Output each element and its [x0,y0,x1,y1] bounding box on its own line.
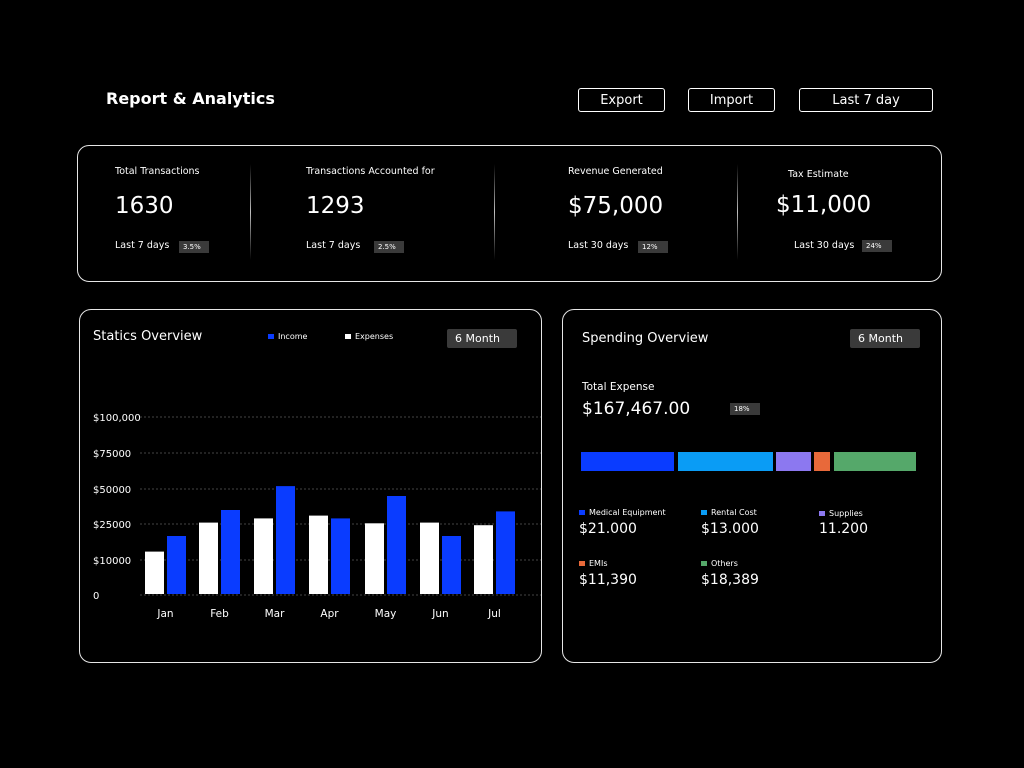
category-value: $18,389 [701,572,759,588]
stat-period: Last 7 days [306,240,361,251]
expenses-bar [145,551,164,594]
stats-panel: Total Transactions 1630 Last 7 days 3.5%… [77,145,942,282]
stat-divider [494,164,495,260]
x-tick-label: Feb [210,608,229,620]
legend-label: Expenses [355,332,394,341]
legend-label: Income [278,332,308,341]
stat-value: $11,000 [776,192,872,218]
stat-badge: 3.5% [179,241,209,253]
income-bar [167,536,186,594]
expenses-bar [474,525,493,594]
legend-swatch [268,334,274,339]
category-emis: EMIs [579,559,607,568]
legend-income: Income [268,332,307,341]
y-tick-label: $75000 [93,449,131,460]
stat-period: Last 7 days [115,240,170,251]
x-tick-label: Jul [487,608,501,620]
category-label: EMIs [589,559,608,568]
legend-swatch [579,510,585,515]
category-value: 11.200 [819,521,868,537]
legend-swatch [701,510,707,515]
y-tick-label: $50000 [93,485,131,496]
page-title: Report & Analytics [106,89,275,108]
stat-value: 1293 [306,193,365,219]
category-medical: Medical Equipment [579,508,666,517]
category-label: Supplies [829,509,863,518]
category-supplies: Supplies [819,509,863,518]
import-button[interactable]: Import [688,88,775,112]
expenses-bar [199,522,218,594]
x-tick-label: Apr [320,608,339,620]
expenses-bar [254,518,273,594]
spending-overview-panel: Spending Overview 6 Month Total Expense … [562,309,942,663]
spending-segment-medical [581,452,674,471]
stat-value: $75,000 [568,193,664,219]
spending-segment-others [834,452,916,471]
stat-divider [250,164,251,260]
x-tick-label: Jan [156,608,173,620]
total-expense-label: Total Expense [582,381,655,393]
y-tick-label: 0 [93,591,99,602]
stat-badge: 12% [638,241,668,253]
period-dropdown[interactable]: 6 Month [447,329,517,348]
stat-badge: 2.5% [374,241,404,253]
legend-swatch [579,561,585,566]
stat-label: Tax Estimate [788,169,849,180]
spending-segment-rental [678,452,773,471]
y-tick-label: $25000 [93,520,131,531]
category-label: Medical Equipment [589,508,666,517]
income-bar [221,510,240,594]
category-value: $21.000 [579,521,637,537]
stat-label: Revenue Generated [568,166,663,177]
statics-overview-panel: Statics Overview Income Expenses 6 Month [79,309,542,663]
category-label: Rental Cost [711,508,757,517]
income-bar [387,496,406,594]
stat-label: Transactions Accounted for [306,166,435,177]
statics-bar-chart: 0 $10000 $25000 $50000 $75000 $100,000 Jan Feb M… [93,413,541,620]
expenses-bar [420,522,439,594]
y-tick-label: $100,000 [93,413,141,424]
spending-segment-emis [814,452,830,471]
expenses-bar [365,523,384,594]
stat-period: Last 30 days [794,240,855,251]
income-bar [442,536,461,594]
panel-title: Statics Overview [93,329,203,344]
x-tick-label: Jun [431,608,448,620]
legend-expenses: Expenses [345,332,393,341]
income-bar [496,511,515,594]
period-dropdown[interactable]: 6 Month [850,329,920,348]
stat-value: 1630 [115,193,174,219]
income-bar [276,486,295,594]
legend-swatch [819,511,825,516]
y-tick-label: $10000 [93,556,131,567]
category-value: $11,390 [579,572,637,588]
stat-badge: 24% [862,240,892,252]
stat-label: Total Transactions [115,166,200,177]
expenses-bar [309,515,328,594]
export-button[interactable]: Export [578,88,665,112]
category-label: Others [711,559,738,568]
category-others: Others [701,559,738,568]
date-range-button[interactable]: Last 7 day [799,88,933,112]
category-value: $13.000 [701,521,759,537]
x-tick-label: May [375,608,397,620]
legend-swatch [345,334,351,339]
stat-divider [737,164,738,260]
spending-segment-supplies [776,452,811,471]
legend-swatch [701,561,707,566]
income-bar [331,518,350,594]
total-expense-value: $167,467.00 [582,399,691,419]
panel-title: Spending Overview [582,331,709,346]
total-expense-badge: 18% [730,403,760,415]
x-tick-label: Mar [265,608,285,620]
category-rental: Rental Cost [701,508,757,517]
stat-period: Last 30 days [568,240,629,251]
